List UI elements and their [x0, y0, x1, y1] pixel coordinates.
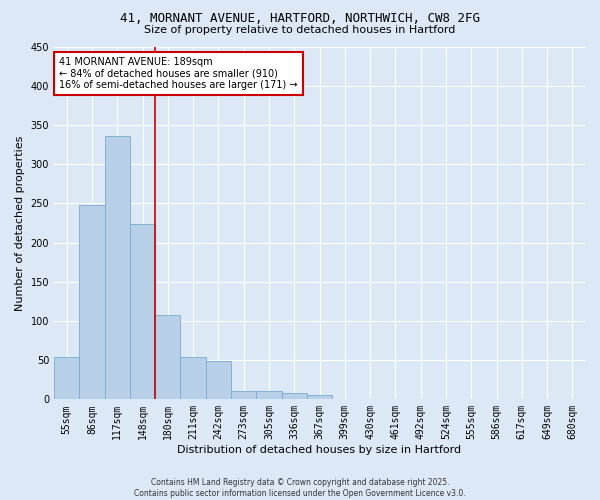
Bar	[130, 224, 155, 400]
Bar	[358, 398, 383, 400]
Bar	[104, 136, 130, 400]
Bar	[281, 393, 307, 400]
Bar	[155, 314, 181, 400]
Bar	[560, 398, 585, 400]
Text: Size of property relative to detached houses in Hartford: Size of property relative to detached ho…	[145, 25, 455, 35]
Bar	[256, 390, 281, 400]
X-axis label: Distribution of detached houses by size in Hartford: Distribution of detached houses by size …	[178, 445, 461, 455]
Text: 41 MORNANT AVENUE: 189sqm
← 84% of detached houses are smaller (910)
16% of semi: 41 MORNANT AVENUE: 189sqm ← 84% of detac…	[59, 57, 298, 90]
Bar	[307, 396, 332, 400]
Bar	[79, 205, 104, 400]
Bar	[231, 390, 256, 400]
Text: Contains HM Land Registry data © Crown copyright and database right 2025.
Contai: Contains HM Land Registry data © Crown c…	[134, 478, 466, 498]
Bar	[54, 357, 79, 400]
Bar	[206, 361, 231, 400]
Y-axis label: Number of detached properties: Number of detached properties	[15, 135, 25, 310]
Text: 41, MORNANT AVENUE, HARTFORD, NORTHWICH, CW8 2FG: 41, MORNANT AVENUE, HARTFORD, NORTHWICH,…	[120, 12, 480, 26]
Bar	[181, 357, 206, 400]
